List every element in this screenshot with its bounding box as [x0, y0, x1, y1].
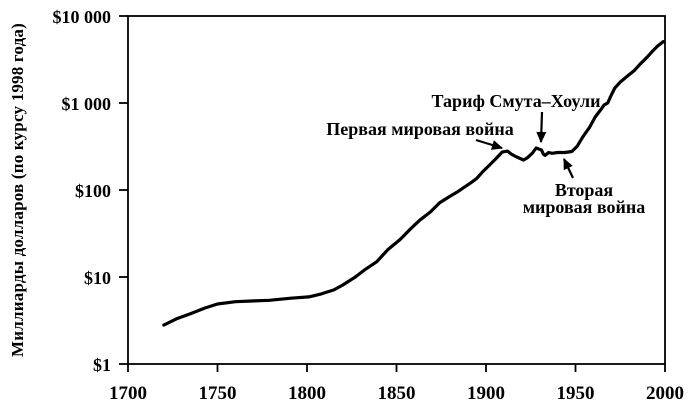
world-trade-curve	[162, 40, 665, 327]
annotation-label-second-world-war: Вторая	[555, 180, 614, 200]
x-tick-label: 2000	[646, 383, 684, 404]
annotation-label-first-world-war: Первая мировая война	[326, 119, 513, 139]
x-tick-label: 1850	[378, 383, 416, 404]
y-tick-label: $10	[84, 268, 111, 288]
y-tick-label: $10 000	[53, 7, 112, 27]
y-axis-label: Миллиарды долларов (по курсу 1998 года)	[8, 23, 27, 357]
y-tick-label: $100	[75, 181, 111, 201]
x-tick-label: 1950	[557, 383, 595, 404]
annotation-arrow-smoot-hawley-tariff	[536, 111, 547, 144]
y-tick-label: $1	[93, 355, 111, 375]
x-tick-label: 1800	[288, 383, 326, 404]
x-tick-label: 1700	[109, 383, 147, 404]
annotation-label-second-world-war: мировая война	[523, 197, 646, 217]
x-tick-label: 1900	[467, 383, 505, 404]
annotation-label-smoot-hawley-tariff: Тариф Смута–Хоули	[432, 91, 601, 111]
annotation-arrow-first-world-war	[475, 138, 504, 150]
y-tick-label: $1 000	[62, 94, 112, 114]
x-tick-label: 1750	[199, 383, 237, 404]
annotation-arrow-second-world-war	[563, 157, 574, 179]
